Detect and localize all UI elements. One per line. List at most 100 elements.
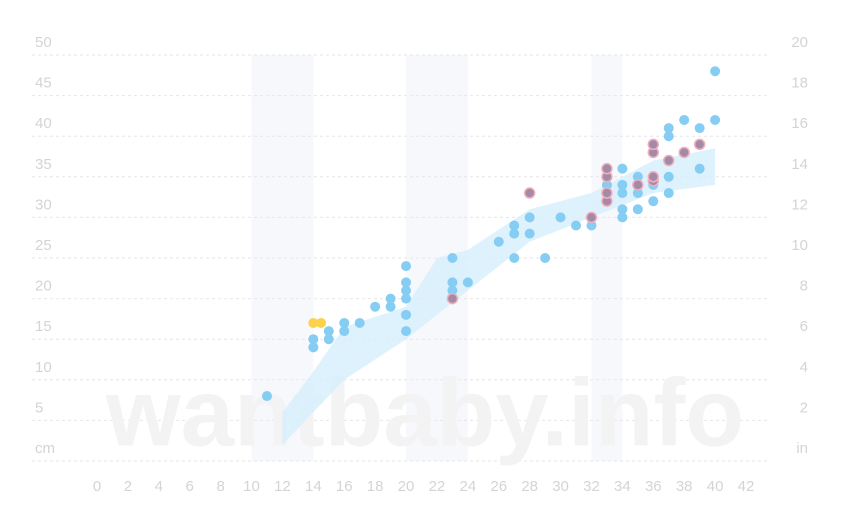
point	[385, 301, 396, 312]
x-tick-label: 34	[614, 478, 631, 495]
point	[401, 285, 412, 296]
point	[617, 188, 628, 199]
point	[401, 309, 412, 320]
point	[617, 179, 628, 190]
x-tick-label: 32	[583, 478, 600, 495]
point	[509, 253, 520, 263]
point	[663, 188, 674, 199]
point	[447, 285, 458, 296]
point	[308, 342, 319, 353]
x-tick-label: 0	[93, 478, 101, 495]
point	[710, 66, 721, 77]
point	[663, 123, 674, 134]
point	[617, 163, 628, 174]
point	[523, 187, 536, 199]
x-tick-label: 14	[305, 478, 322, 495]
y-tick-label: 15	[35, 318, 52, 335]
x-tick-label: 22	[429, 478, 446, 495]
point	[710, 114, 721, 125]
point	[493, 236, 504, 247]
point	[316, 317, 327, 328]
point	[571, 220, 582, 231]
point	[370, 301, 381, 312]
point	[401, 293, 412, 304]
x-tick-label: 6	[186, 478, 194, 495]
x-tick-label: 10	[243, 478, 260, 495]
x-tick-label: 40	[707, 478, 724, 495]
point	[694, 163, 705, 174]
y2-tick-label: 4	[800, 359, 808, 376]
point	[694, 123, 705, 134]
point	[323, 334, 334, 345]
point	[261, 391, 272, 402]
point	[401, 277, 412, 288]
y-tick-label: 45	[35, 75, 52, 92]
point	[663, 131, 674, 142]
y-tick-label: 30	[35, 196, 52, 213]
point	[446, 292, 459, 305]
point	[540, 253, 551, 263]
x-tick-label: 12	[274, 478, 291, 495]
point	[632, 179, 644, 191]
point	[308, 334, 319, 345]
y-tick-label: 40	[35, 115, 52, 132]
x-tick-label: 38	[676, 478, 693, 495]
watermark: wantbaby.info	[105, 359, 744, 466]
point	[632, 188, 643, 199]
point	[632, 171, 643, 182]
point	[555, 212, 566, 223]
x-tick-label: 4	[155, 478, 163, 495]
point	[509, 220, 520, 231]
point	[401, 261, 412, 272]
point	[647, 171, 660, 183]
y-tick-label: 25	[35, 237, 52, 254]
y2-tick-label: 18	[791, 75, 808, 92]
point	[524, 228, 535, 239]
point	[462, 277, 473, 288]
x-tick-label: 8	[216, 478, 224, 495]
x-tick-label: 24	[460, 478, 477, 495]
point	[662, 154, 675, 167]
x-tick-label: 36	[645, 478, 662, 495]
y2-tick-label: in	[796, 440, 808, 457]
point	[586, 220, 597, 231]
y2-tick-label: 12	[791, 196, 808, 213]
x-tick-label: 28	[521, 478, 538, 495]
y2-tick-label: 20	[791, 34, 808, 51]
point	[648, 196, 659, 207]
point	[447, 253, 458, 263]
y-tick-label: cm	[35, 440, 55, 457]
point	[663, 171, 674, 182]
y2-tick-label: 16	[791, 115, 808, 132]
point	[647, 138, 660, 151]
point	[693, 138, 706, 151]
y-tick-label: 20	[35, 278, 52, 295]
x-tick-label: 42	[738, 478, 755, 495]
point	[632, 204, 643, 215]
point	[678, 146, 690, 159]
point	[401, 326, 412, 337]
x-tick-label: 18	[367, 478, 384, 495]
y2-tick-label: 8	[800, 278, 808, 295]
point	[339, 326, 350, 337]
point	[601, 179, 612, 190]
x-tick-label: 26	[490, 478, 507, 495]
x-tick-label: 16	[336, 478, 353, 495]
x-tick-label: 2	[124, 478, 132, 495]
point	[509, 228, 520, 239]
point	[308, 317, 319, 328]
point	[354, 317, 365, 328]
y-tick-label: 35	[35, 156, 52, 173]
x-tick-label: 20	[398, 478, 415, 495]
y2-tick-label: 10	[791, 237, 808, 254]
y2-tick-label: 2	[800, 399, 808, 416]
point	[524, 212, 535, 223]
y-tick-label: 5	[35, 399, 43, 416]
point	[385, 293, 396, 304]
y-tick-label: 50	[35, 34, 52, 51]
point	[323, 326, 334, 337]
y2-tick-label: 14	[791, 156, 808, 173]
y2-tick-label: 6	[800, 318, 808, 335]
